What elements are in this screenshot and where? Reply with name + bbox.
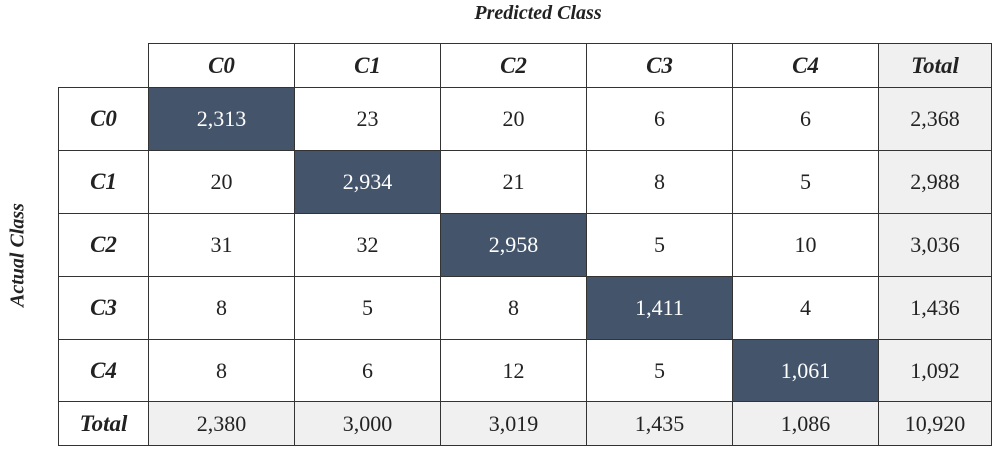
cell: 21 [440, 150, 587, 214]
cell: 1,411 [586, 276, 733, 340]
cell: 1,092 [878, 339, 992, 402]
cell: 32 [294, 213, 441, 277]
column-header: C4 [732, 43, 879, 88]
axis-title: Predicted Class [474, 2, 602, 24]
cell: 5 [586, 213, 733, 277]
cell: 23 [294, 87, 441, 151]
row-header: C0 [58, 87, 149, 151]
row-header: C1 [58, 150, 149, 214]
cell: 2,988 [878, 150, 992, 214]
cell: 2,934 [294, 150, 441, 214]
cell: 1,086 [732, 401, 879, 446]
row-header: C2 [58, 213, 149, 277]
row-header: Total [58, 401, 149, 446]
column-header: C3 [586, 43, 733, 88]
cell: 5 [732, 150, 879, 214]
cell: 5 [294, 276, 441, 340]
cell: 3,000 [294, 401, 441, 446]
cell: 12 [440, 339, 587, 402]
cell: 2,380 [148, 401, 295, 446]
cell: 4 [732, 276, 879, 340]
row-header: C3 [58, 276, 149, 340]
cell: 6 [294, 339, 441, 402]
cell: 10 [732, 213, 879, 277]
column-header: Total [878, 43, 992, 88]
cell: 5 [586, 339, 733, 402]
cell: 1,061 [732, 339, 879, 402]
cell: 31 [148, 213, 295, 277]
cell: 20 [440, 87, 587, 151]
cell: 8 [148, 339, 295, 402]
cell: 20 [148, 150, 295, 214]
cell: 6 [586, 87, 733, 151]
cell: 2,958 [440, 213, 587, 277]
cell: 8 [586, 150, 733, 214]
cell: 8 [148, 276, 295, 340]
column-header: C0 [148, 43, 295, 88]
cell: 3,019 [440, 401, 587, 446]
cell: 2,313 [148, 87, 295, 151]
cell: 6 [732, 87, 879, 151]
cell: 10,920 [878, 401, 992, 446]
cell: 2,368 [878, 87, 992, 151]
axis-title: Actual Class [6, 203, 29, 307]
row-header: C4 [58, 339, 149, 402]
column-header: C2 [440, 43, 587, 88]
column-header: C1 [294, 43, 441, 88]
cell: 3,036 [878, 213, 992, 277]
cell: 8 [440, 276, 587, 340]
cell: 1,436 [878, 276, 992, 340]
cell: 1,435 [586, 401, 733, 446]
